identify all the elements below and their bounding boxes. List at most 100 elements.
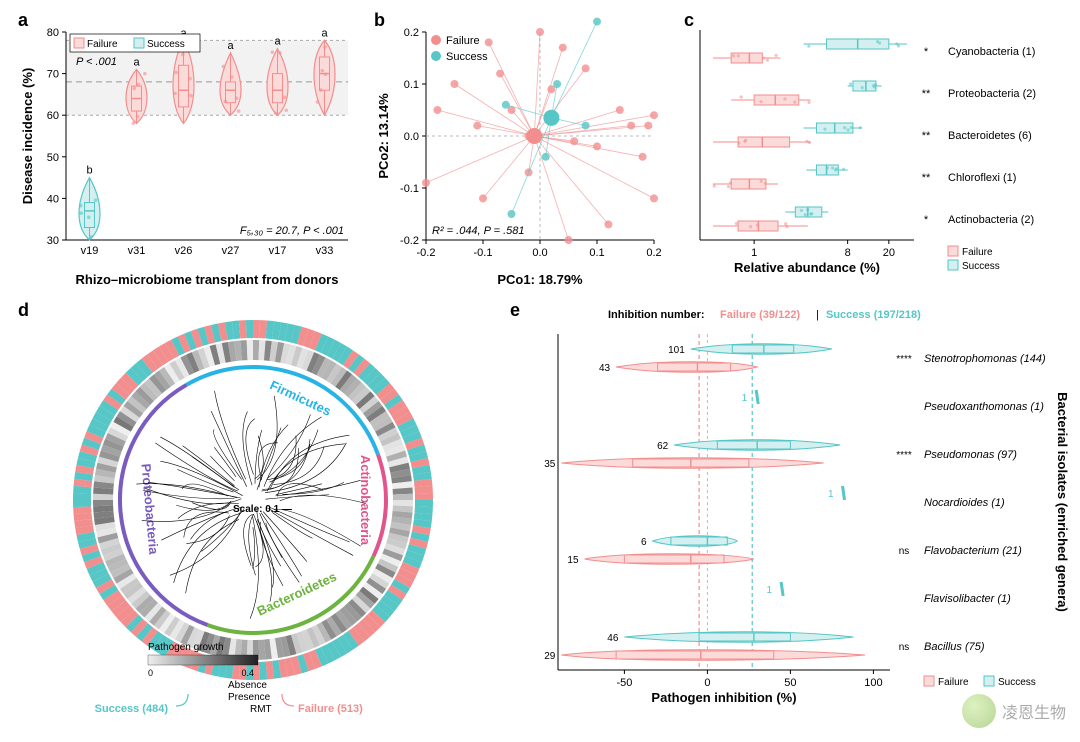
svg-text:-0.1: -0.1 [474, 247, 493, 259]
panel-d-label: d [18, 300, 29, 321]
svg-text:0.0: 0.0 [404, 131, 419, 143]
svg-text:0.1: 0.1 [589, 247, 604, 259]
svg-text:F₅,₃₀ = 20.7, P < .001: F₅,₃₀ = 20.7, P < .001 [240, 225, 344, 237]
svg-text:35: 35 [544, 459, 556, 470]
svg-text:100: 100 [864, 677, 882, 689]
svg-text:8: 8 [845, 247, 851, 259]
svg-text:0.2: 0.2 [404, 27, 419, 39]
watermark-text: 凌恩生物 [1002, 699, 1066, 723]
watermark-icon [962, 694, 996, 728]
svg-text:PCo1: 18.79%: PCo1: 18.79% [497, 272, 583, 287]
svg-text:Chloroflexi (1): Chloroflexi (1) [948, 172, 1016, 184]
svg-text:0.0: 0.0 [532, 247, 547, 259]
svg-text:Rhizo–microbiome transplant fr: Rhizo–microbiome transplant from donors [76, 272, 339, 287]
svg-text:62: 62 [657, 441, 669, 452]
svg-text:**: ** [922, 172, 931, 184]
svg-text:R² = .044, P = .581: R² = .044, P = .581 [432, 225, 525, 237]
svg-text:Presence: Presence [228, 692, 271, 703]
svg-text:ns: ns [899, 642, 910, 653]
svg-text:60: 60 [47, 110, 59, 122]
svg-text:Relative abundance (%): Relative abundance (%) [734, 260, 880, 275]
svg-text:50: 50 [47, 152, 59, 164]
svg-text:v19: v19 [81, 245, 99, 257]
svg-text:Flavobacterium (21): Flavobacterium (21) [924, 545, 1022, 557]
svg-text:Success: Success [446, 51, 488, 63]
svg-text:**: ** [922, 130, 931, 142]
svg-text:43: 43 [599, 363, 611, 374]
svg-text:a: a [227, 40, 234, 52]
panel-a-label: a [18, 10, 28, 31]
svg-text:v33: v33 [316, 245, 334, 257]
watermark: 凌恩生物 [962, 694, 1066, 728]
svg-text:-50: -50 [616, 677, 632, 689]
svg-text:20: 20 [883, 247, 895, 259]
panel-a: a 304050607080bv19av31av26av27av17av33Rh… [18, 10, 358, 290]
panel-c: c 1 8 20Relative abundance (%) Cyanobacteri… [684, 10, 1064, 290]
svg-text:a: a [321, 27, 328, 39]
svg-text:Failure: Failure [87, 39, 118, 50]
panel-a-chart: 304050607080bv19av31av26av27av17av33Rhiz… [18, 10, 358, 290]
svg-text:Actinobacteria: Actinobacteria [358, 455, 373, 546]
svg-text:Nocardioides (1): Nocardioides (1) [924, 497, 1005, 509]
svg-text:Bacillus (75): Bacillus (75) [924, 641, 985, 653]
svg-text:PCo2: 13.14%: PCo2: 13.14% [376, 93, 391, 179]
svg-text:Bacterial isolates (enriched g: Bacterial isolates (enriched genera) [1055, 392, 1070, 612]
svg-text:Firmicutes: Firmicutes [268, 377, 334, 418]
svg-text:v26: v26 [175, 245, 193, 257]
svg-text:Stenotrophomonas (144): Stenotrophomonas (144) [924, 353, 1046, 365]
svg-text:46: 46 [607, 633, 619, 644]
svg-text:|: | [816, 309, 819, 321]
svg-text:a: a [274, 36, 281, 48]
svg-text:-0.2: -0.2 [417, 247, 436, 259]
svg-text:-0.2: -0.2 [400, 235, 419, 247]
svg-text:80: 80 [47, 27, 59, 39]
svg-text:0.2: 0.2 [646, 247, 661, 259]
svg-text:Success (197/218): Success (197/218) [826, 309, 921, 321]
svg-text:Scale: 0.1 —: Scale: 0.1 — [233, 504, 292, 515]
svg-text:101: 101 [668, 345, 685, 356]
svg-text:ns: ns [899, 546, 910, 557]
svg-text:Failure: Failure [962, 247, 993, 258]
svg-text:Pathogen growth: Pathogen growth [148, 642, 224, 653]
panel-c-chart: 1 8 20Relative abundance (%) Cyanobacteria … [684, 10, 1064, 290]
svg-text:70: 70 [47, 69, 59, 81]
svg-text:Success: Success [147, 39, 185, 50]
svg-text:P < .001: P < .001 [76, 56, 117, 68]
svg-text:Inhibition number:: Inhibition number: [608, 309, 705, 321]
panel-b: b -0.2-0.10.00.10.2-0.2-0.10.00.10.2PCo1… [374, 10, 664, 290]
svg-text:40: 40 [47, 193, 59, 205]
svg-text:Success (484): Success (484) [95, 703, 169, 715]
svg-text:Pseudomonas (97): Pseudomonas (97) [924, 449, 1017, 461]
svg-text:15: 15 [567, 555, 579, 566]
svg-text:Success: Success [998, 677, 1036, 688]
svg-text:v17: v17 [269, 245, 287, 257]
svg-text:Cyanobacteria (1): Cyanobacteria (1) [948, 46, 1035, 58]
svg-text:Actinobacteria (2): Actinobacteria (2) [948, 214, 1034, 226]
panel-b-label: b [374, 10, 385, 31]
panel-e-label: e [510, 300, 520, 321]
panel-d-chart: FirmicutesActinobacteriaBacteroidetesPro… [18, 300, 488, 720]
svg-text:Failure (39/122): Failure (39/122) [720, 309, 800, 321]
svg-text:1: 1 [742, 393, 748, 404]
panel-c-label: c [684, 10, 694, 31]
svg-text:1: 1 [751, 247, 757, 259]
panel-e: e -5005010010143Stenotrophomonas (144)**… [510, 300, 1070, 720]
svg-text:0.4: 0.4 [241, 668, 254, 678]
svg-text:0: 0 [704, 677, 710, 689]
svg-text:6: 6 [641, 537, 647, 548]
svg-text:Proteobacteria: Proteobacteria [138, 463, 161, 556]
svg-text:0.1: 0.1 [404, 79, 419, 91]
panel-e-chart: -5005010010143Stenotrophomonas (144)****… [510, 300, 1070, 720]
svg-text:29: 29 [544, 651, 556, 662]
svg-text:*: * [924, 46, 929, 58]
svg-text:Flavisolibacter (1): Flavisolibacter (1) [924, 593, 1011, 605]
svg-text:Pathogen inhibition (%): Pathogen inhibition (%) [651, 690, 796, 705]
svg-text:50: 50 [784, 677, 796, 689]
svg-text:Failure: Failure [938, 677, 969, 688]
svg-text:1: 1 [767, 585, 773, 596]
panel-d: d FirmicutesActinobacteriaBacteroidetesP… [18, 300, 488, 720]
svg-text:RMT: RMT [250, 704, 272, 715]
svg-text:*: * [924, 214, 929, 226]
svg-text:Bacteroidetes (6): Bacteroidetes (6) [948, 130, 1032, 142]
svg-text:30: 30 [47, 235, 59, 247]
